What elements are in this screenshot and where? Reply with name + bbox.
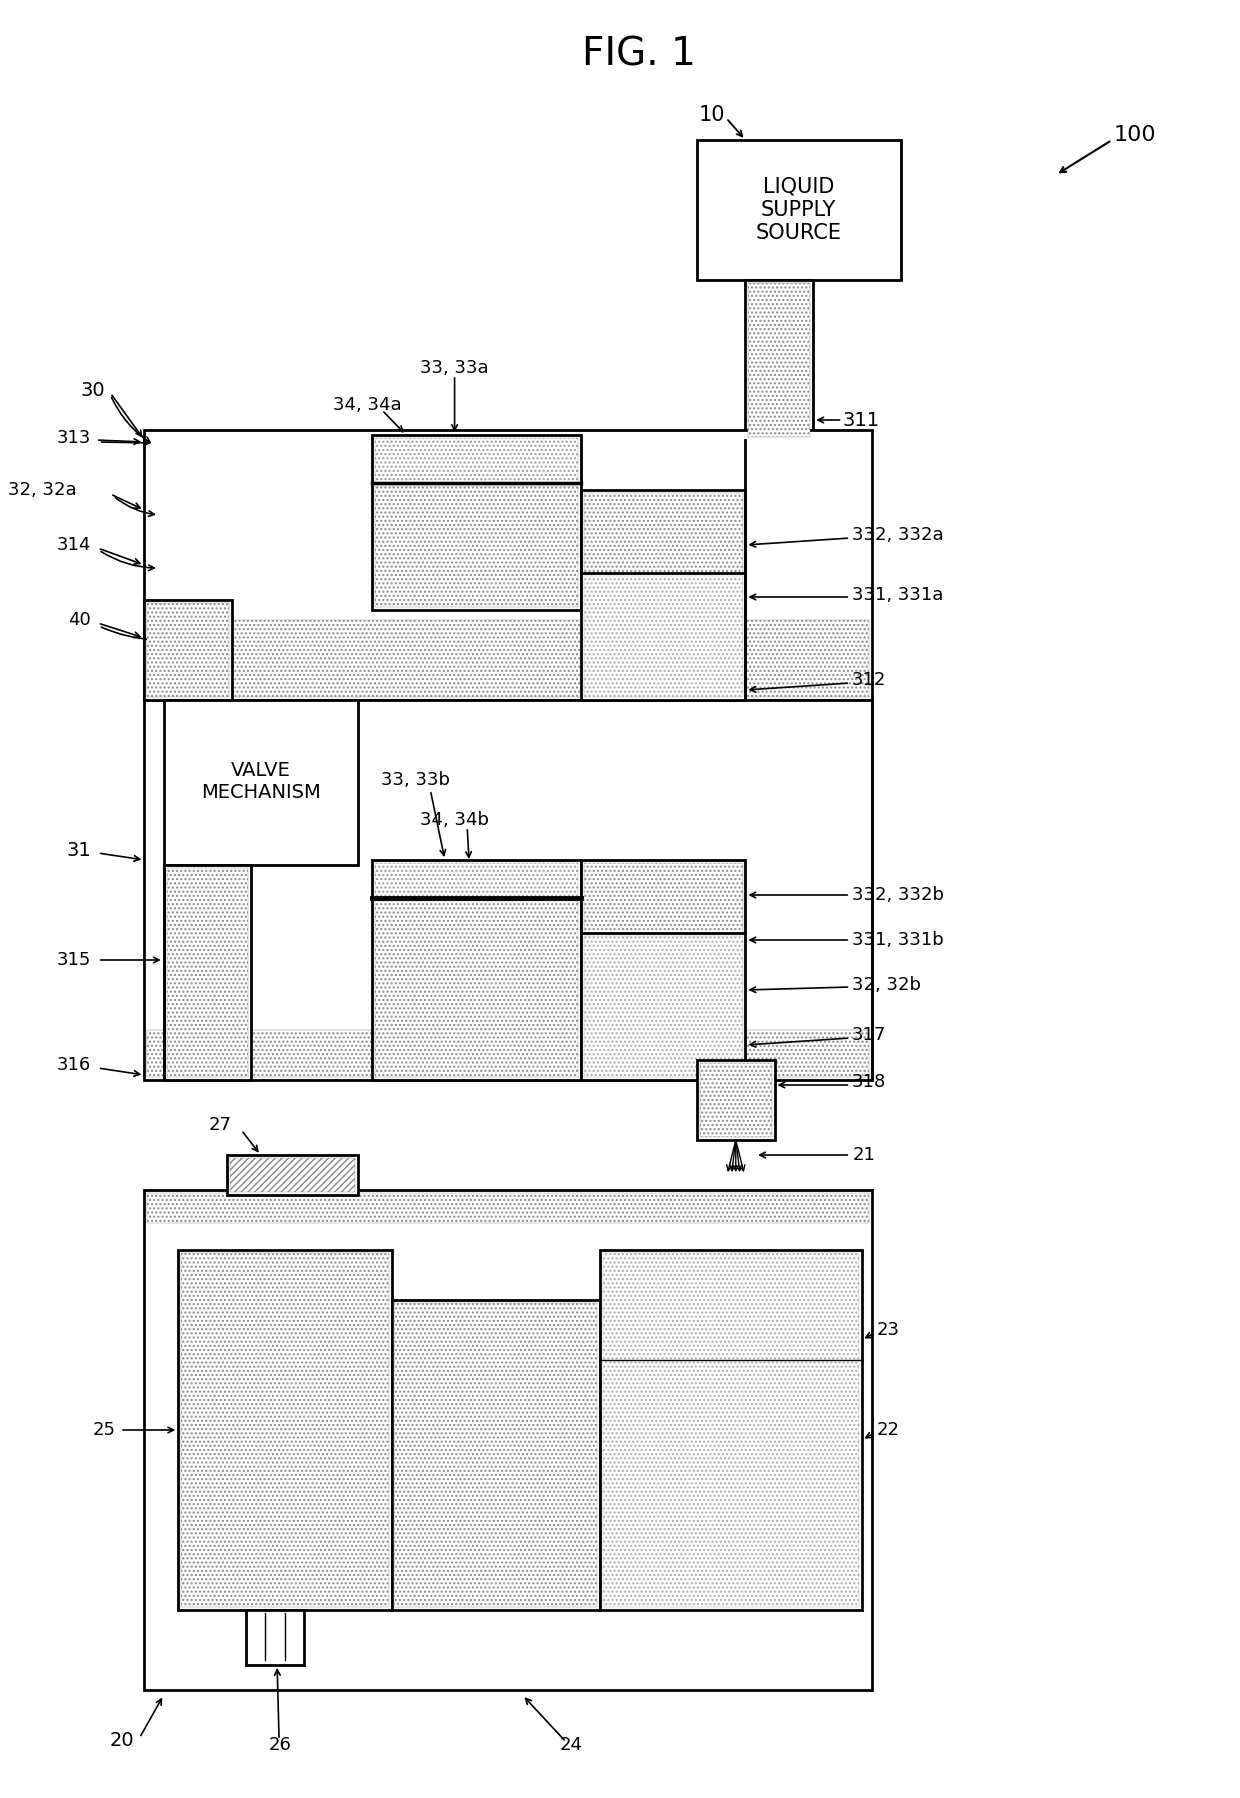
Text: 34, 34a: 34, 34a [334,396,402,414]
Text: 331, 331a: 331, 331a [852,586,944,604]
Text: 32, 32a: 32, 32a [7,482,77,500]
Bar [600,1250,862,1609]
Bar [745,280,813,441]
Bar [580,859,745,1081]
Text: 314: 314 [57,536,91,554]
Bar [144,699,872,1081]
Bar [584,493,743,574]
Text: 331, 331b: 331, 331b [852,931,944,949]
Text: 33, 33a: 33, 33a [420,360,489,378]
Text: FIG. 1: FIG. 1 [582,36,696,74]
Text: 34, 34b: 34, 34b [420,811,489,829]
Text: 21: 21 [852,1145,875,1163]
Bar [584,575,743,698]
Text: 25: 25 [92,1420,115,1438]
Bar [144,601,232,699]
Bar [181,1253,388,1607]
Bar [148,1030,869,1077]
Text: 30: 30 [81,381,105,399]
Text: 318: 318 [852,1073,887,1091]
Bar [164,865,250,1081]
Text: 26: 26 [269,1737,291,1755]
Bar [227,1154,357,1196]
Bar [148,620,869,698]
Text: 313: 313 [57,430,91,448]
Text: 24: 24 [559,1737,583,1755]
Bar [584,937,743,1077]
Bar [374,901,578,1077]
Bar [394,1304,598,1607]
Text: 312: 312 [852,671,887,689]
Bar [148,1194,869,1223]
Bar [229,1158,355,1192]
Text: 10: 10 [698,104,725,126]
Text: 332, 332b: 332, 332b [852,886,944,904]
Bar [166,868,248,1077]
Text: 317: 317 [852,1027,887,1045]
Bar [374,439,578,484]
Bar [374,863,578,897]
Bar [164,699,357,865]
Bar [246,1609,304,1665]
Text: LIQUID
SUPPLY
SOURCE: LIQUID SUPPLY SOURCE [756,176,842,243]
Text: 332, 332a: 332, 332a [852,527,944,545]
Text: 27: 27 [208,1117,232,1135]
Bar [374,485,578,608]
Text: 23: 23 [877,1322,899,1340]
Text: 40: 40 [68,611,91,629]
Text: 32, 32b: 32, 32b [852,976,921,994]
Bar [372,859,580,1081]
Bar [697,1061,775,1140]
Text: 311: 311 [842,410,879,430]
Text: 33, 33b: 33, 33b [381,771,450,789]
Text: 20: 20 [110,1730,135,1749]
Bar [144,1190,872,1690]
Bar [372,435,580,610]
Bar [699,1063,771,1136]
Bar [179,1250,392,1609]
Bar [584,863,743,933]
Bar [580,491,745,699]
Text: VALVE
MECHANISM: VALVE MECHANISM [201,762,320,802]
Text: 100: 100 [1114,126,1157,146]
Text: 315: 315 [57,951,91,969]
Text: 31: 31 [66,840,91,859]
Text: 22: 22 [877,1420,899,1438]
Bar [392,1300,600,1609]
Bar [697,140,900,280]
Bar [603,1253,859,1607]
Text: 316: 316 [57,1055,91,1073]
Bar [749,282,811,437]
Bar [144,430,872,699]
Bar [148,602,228,698]
